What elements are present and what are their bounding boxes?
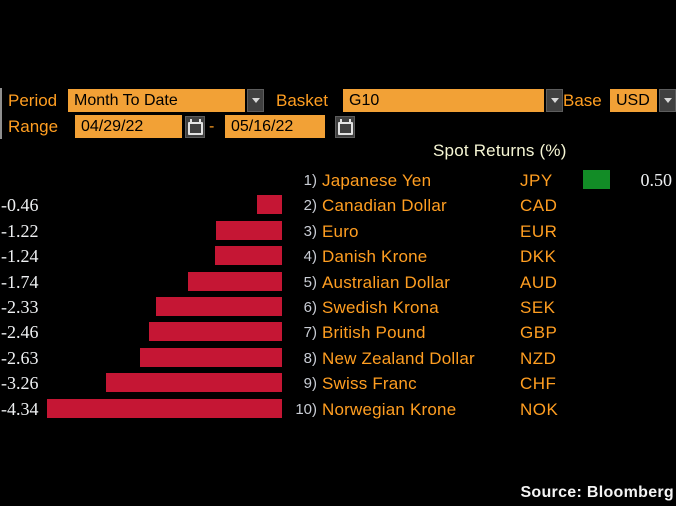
currency-ticker: JPY — [520, 171, 553, 190]
range-label: Range — [8, 117, 59, 136]
chart-row: -1.74 5) Australian Dollar AUD — [0, 270, 676, 296]
panel-left-edge — [0, 88, 2, 139]
chart-row: -2.63 8) New Zealand Dollar NZD — [0, 346, 676, 372]
currency-ticker: CAD — [520, 196, 558, 216]
chevron-down-icon — [663, 98, 672, 103]
row-rank: 5) — [303, 273, 317, 291]
base-dropdown-button[interactable] — [659, 89, 676, 112]
chevron-down-icon — [251, 98, 260, 103]
negative-return-bar — [215, 220, 282, 240]
currency-ticker: EUR — [520, 221, 558, 241]
row-value: -1.24 — [1, 246, 39, 267]
currency-ticker: NOK — [520, 399, 559, 419]
row-rank: 2) — [303, 197, 317, 215]
period-label: Period — [8, 91, 58, 110]
negative-return-bar — [47, 398, 282, 418]
row-rank: 3) — [303, 222, 317, 240]
positive-return-bar — [583, 170, 611, 189]
row-value: -1.74 — [1, 271, 39, 292]
basket-dropdown[interactable]: G10 — [343, 89, 544, 112]
base-label: Base — [563, 91, 602, 110]
currency-ticker: AUD — [520, 272, 558, 292]
chart-row: -2.46 7) British Pound GBP — [0, 320, 676, 346]
range-separator: - — [209, 118, 215, 135]
period-dropdown[interactable]: Month To Date — [68, 89, 245, 112]
currency-name: Swedish Krona — [322, 298, 439, 317]
row-rank: 7) — [303, 324, 317, 342]
currency-name: New Zealand Dollar — [322, 348, 475, 368]
currency-name: Australian Dollar — [322, 272, 451, 292]
currency-ticker: CHF — [520, 374, 557, 394]
negative-return-bar — [257, 195, 282, 215]
row-value: -3.26 — [1, 373, 39, 394]
currency-ticker: SEK — [520, 298, 556, 317]
negative-return-bar — [155, 297, 282, 316]
chart-row: 0.50 1) Japanese Yen JPY — [0, 168, 676, 194]
row-value: -2.33 — [1, 297, 39, 317]
currency-name: Norwegian Krone — [322, 399, 457, 419]
row-rank: 4) — [303, 248, 317, 266]
negative-return-bar — [105, 373, 282, 393]
row-rank: 9) — [303, 375, 317, 393]
currency-name: British Pound — [322, 323, 426, 343]
currency-name: Danish Krone — [322, 247, 428, 267]
negative-return-bar — [148, 322, 282, 342]
chart-title: Spot Returns (%) — [433, 141, 567, 160]
currency-name: Canadian Dollar — [322, 196, 447, 216]
chart-row: -2.33 6) Swedish Krona SEK — [0, 295, 676, 321]
base-dropdown[interactable]: USD — [610, 89, 657, 112]
chart-row: -1.24 4) Danish Krone DKK — [0, 244, 676, 270]
chart-row: -4.34 10) Norwegian Krone NOK — [0, 397, 676, 423]
row-rank: 8) — [303, 349, 317, 367]
basket-dropdown-button[interactable] — [546, 89, 563, 112]
basket-label: Basket — [276, 91, 328, 110]
row-value: -1.22 — [1, 220, 39, 241]
calendar-icon — [187, 118, 203, 135]
chart-row: -0.46 2) Canadian Dollar CAD — [0, 193, 676, 219]
chart-row: -3.26 9) Swiss Franc CHF — [0, 371, 676, 397]
range-start-input[interactable]: 04/29/22 — [75, 115, 182, 138]
period-dropdown-button[interactable] — [247, 89, 264, 112]
negative-return-bar — [214, 246, 282, 266]
range-end-input[interactable]: 05/16/22 — [225, 115, 325, 138]
row-value: 0.50 — [640, 170, 673, 190]
chart-rows: 0.50 1) Japanese Yen JPY -0.46 2) Canadian Dol… — [0, 168, 676, 424]
range-start-calendar-button[interactable] — [185, 116, 205, 138]
currency-ticker: GBP — [520, 323, 558, 343]
currency-ticker: DKK — [520, 247, 557, 267]
calendar-icon — [337, 118, 353, 135]
row-rank: 1) — [303, 172, 317, 189]
source-credit: Source: Bloomberg — [520, 484, 674, 501]
row-value: -2.63 — [1, 347, 39, 368]
currency-ticker: NZD — [520, 348, 557, 368]
currency-name: Euro — [322, 221, 359, 241]
chevron-down-icon — [550, 98, 559, 103]
row-rank: 10) — [295, 400, 317, 418]
range-end-calendar-button[interactable] — [335, 116, 355, 138]
row-value: -4.34 — [1, 398, 39, 419]
row-rank: 6) — [303, 299, 317, 316]
chart-row: -1.22 3) Euro EUR — [0, 219, 676, 245]
negative-return-bar — [187, 271, 282, 291]
row-value: -2.46 — [1, 322, 39, 343]
currency-name: Japanese Yen — [322, 171, 432, 190]
row-value: -0.46 — [1, 195, 39, 216]
negative-return-bar — [139, 347, 282, 367]
currency-name: Swiss Franc — [322, 374, 417, 394]
